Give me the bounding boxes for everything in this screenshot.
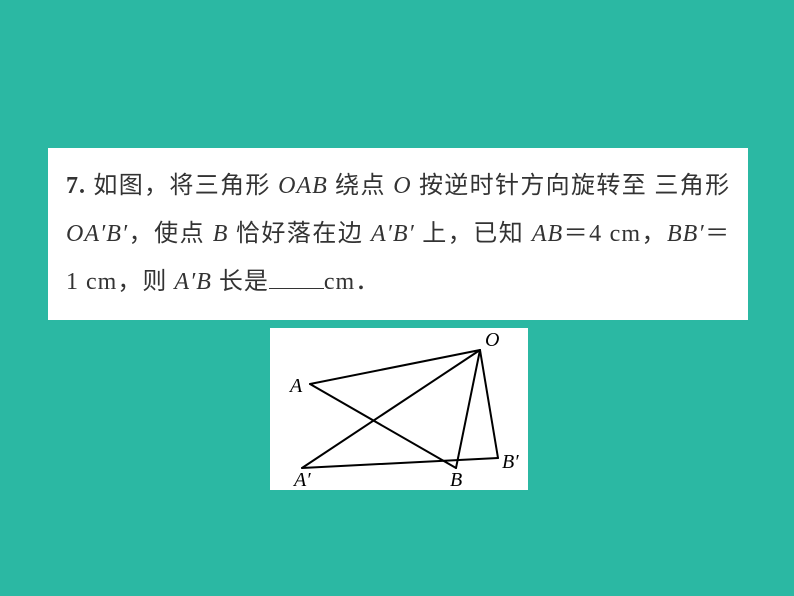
text-seg: ， (641, 221, 667, 247)
text-seg: ，则 (117, 269, 167, 295)
math-apb: A′B (174, 269, 212, 295)
svg-text:A′: A′ (292, 469, 311, 490)
text-val: 1 cm (66, 269, 117, 295)
math-b: B (213, 221, 229, 247)
text-seg: 长是 (219, 269, 269, 295)
text-seg: 如图，将三角形 (93, 173, 270, 199)
math-oab: OAB (278, 173, 328, 199)
math-bb: BB′ (667, 221, 705, 247)
svg-text:B′: B′ (502, 451, 519, 473)
text-val: 4 cm (589, 221, 641, 247)
text-seg: ，使点 (128, 221, 205, 247)
text-eq: ＝ (563, 221, 589, 247)
math-ab2: A′B′ (371, 221, 415, 247)
text-seg: 恰好落在边 (236, 221, 364, 247)
problem-box: 7. 如图，将三角形 OAB 绕点 O 按逆时针方向旋转至 三角形 OA′B′，… (48, 148, 748, 320)
text-seg: 按逆时针方向旋转至 (419, 173, 647, 199)
math-o: O (393, 173, 411, 199)
text-seg: 三角形 (654, 173, 730, 199)
svg-text:A: A (288, 375, 303, 397)
text-eq: ＝ (705, 221, 731, 247)
answer-blank (269, 265, 324, 289)
text-seg: 绕点 (335, 173, 386, 199)
problem-text: 7. 如图，将三角形 OAB 绕点 O 按逆时针方向旋转至 三角形 OA′B′，… (66, 162, 730, 306)
math-ab: AB (532, 221, 563, 247)
svg-text:B: B (450, 469, 462, 490)
math-oab2: OA′B′ (66, 221, 128, 247)
figure-box: O A A′ B B′ (270, 328, 528, 490)
problem-number: 7. (66, 173, 86, 199)
geometry-figure: O A A′ B B′ (270, 328, 528, 490)
svg-text:O: O (485, 329, 499, 351)
text-seg: 上，已知 (422, 221, 524, 247)
text-unit: cm． (324, 269, 380, 295)
